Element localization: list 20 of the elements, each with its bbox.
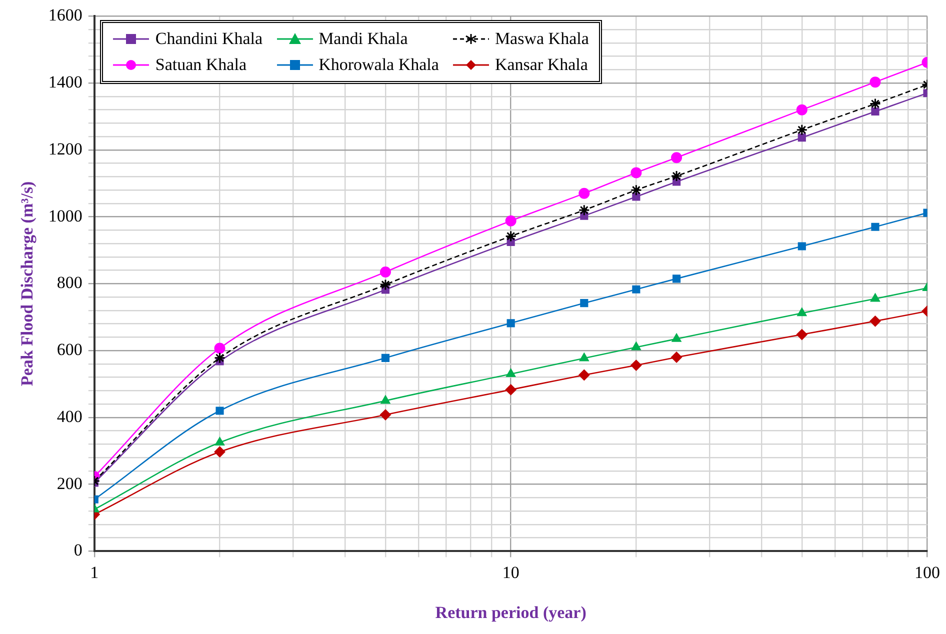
y-axis-title: Peak Flood Discharge (m³/s) <box>18 181 37 386</box>
legend-label: Chandini Khala <box>155 29 263 50</box>
legend-label: Khorowala Khala <box>318 55 439 76</box>
y-tick-label: 400 <box>56 406 82 426</box>
y-tick-label: 600 <box>56 340 82 360</box>
legend-label: Mandi Khala <box>318 29 408 50</box>
y-tick-label: 800 <box>56 273 82 292</box>
y-tick-label: 1200 <box>48 139 82 158</box>
x-axis-title: Return period (year) <box>435 603 586 622</box>
legend-label: Kansar Khala <box>494 55 588 76</box>
y-tick-label: 0 <box>74 540 82 560</box>
legend-label: Maswa Khala <box>494 29 589 50</box>
legend-label: Satuan Khala <box>155 55 246 76</box>
y-tick-label: 1400 <box>48 72 82 92</box>
x-tick-label: 10 <box>502 562 520 582</box>
x-tick-label: 100 <box>914 562 940 582</box>
y-tick-label: 1000 <box>48 206 82 226</box>
x-tick-label: 1 <box>90 562 99 582</box>
y-tick-label: 1600 <box>48 6 82 25</box>
y-tick-label: 200 <box>56 474 82 493</box>
